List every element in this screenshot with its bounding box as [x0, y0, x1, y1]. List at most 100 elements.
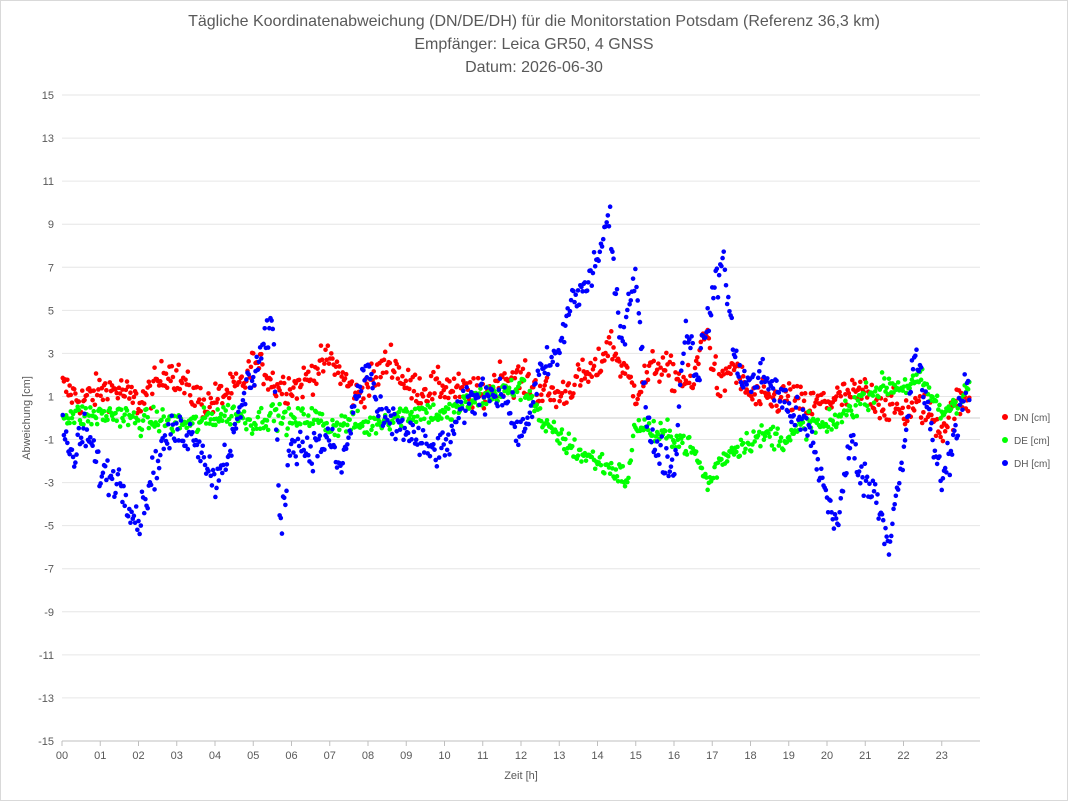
data-point — [197, 439, 202, 444]
data-point — [279, 391, 285, 397]
data-point — [617, 359, 622, 364]
data-point — [872, 409, 878, 415]
data-point — [319, 357, 325, 362]
data-point — [215, 407, 220, 412]
data-point — [367, 415, 373, 420]
data-point — [98, 393, 103, 399]
legend-marker — [1002, 414, 1008, 420]
data-point — [828, 498, 833, 503]
data-point — [373, 397, 379, 402]
data-point — [774, 403, 779, 409]
data-point — [643, 405, 648, 410]
data-point — [785, 409, 791, 414]
data-point — [635, 298, 640, 303]
data-point — [680, 360, 685, 366]
data-point — [712, 361, 717, 367]
data-point — [381, 357, 387, 363]
data-point — [393, 436, 398, 442]
data-point — [856, 385, 862, 391]
data-point — [759, 380, 764, 385]
data-point — [650, 427, 655, 432]
data-point — [732, 354, 738, 360]
data-point — [346, 435, 351, 440]
data-point — [726, 454, 731, 459]
data-point — [607, 471, 613, 477]
data-point — [267, 325, 272, 331]
data-point — [164, 385, 170, 391]
data-point — [563, 388, 568, 394]
data-point — [472, 411, 478, 416]
data-point — [776, 390, 782, 395]
data-point — [115, 395, 121, 401]
data-point — [135, 410, 140, 416]
data-point — [514, 389, 520, 395]
data-point — [536, 372, 542, 378]
data-point — [559, 427, 565, 432]
data-point — [771, 398, 777, 403]
data-point — [800, 407, 806, 412]
data-point — [420, 427, 426, 433]
data-point — [452, 394, 458, 400]
data-point — [385, 417, 390, 423]
data-point — [536, 398, 542, 404]
data-point — [322, 447, 327, 452]
data-point — [265, 345, 271, 350]
x-tick-label: 03 — [171, 750, 183, 762]
data-point — [180, 438, 186, 444]
data-point — [318, 418, 324, 424]
data-point — [198, 458, 203, 464]
data-point — [268, 410, 273, 416]
data-point — [489, 387, 495, 393]
data-point — [786, 401, 792, 406]
data-point — [759, 423, 764, 428]
data-point — [838, 393, 844, 399]
data-point — [563, 436, 568, 442]
data-point — [668, 434, 674, 439]
data-point — [767, 394, 772, 399]
data-point — [576, 367, 582, 372]
data-point — [419, 440, 425, 446]
data-point — [371, 381, 377, 386]
data-point — [559, 391, 565, 396]
data-point — [674, 451, 679, 457]
data-point — [821, 390, 826, 396]
data-point — [602, 471, 607, 476]
data-point — [209, 411, 215, 417]
data-point — [891, 506, 896, 512]
data-point — [366, 393, 372, 398]
data-point — [863, 380, 869, 385]
data-point — [154, 475, 160, 481]
data-point — [104, 413, 109, 419]
data-point — [477, 402, 482, 408]
data-point — [738, 437, 744, 443]
data-point — [638, 389, 644, 395]
data-point — [261, 381, 266, 387]
data-point — [527, 410, 533, 416]
data-point — [279, 531, 285, 536]
x-tick-label: 13 — [553, 750, 565, 762]
data-point — [894, 401, 900, 407]
data-point — [219, 401, 225, 406]
data-point — [840, 489, 846, 494]
data-point — [835, 385, 840, 390]
data-point — [833, 394, 839, 399]
data-point — [207, 404, 212, 410]
data-point — [918, 377, 924, 383]
data-point — [735, 444, 740, 450]
data-point — [356, 393, 362, 399]
data-point — [258, 405, 264, 411]
data-point — [888, 393, 894, 398]
data-point — [182, 390, 187, 396]
data-point — [123, 387, 129, 393]
data-point — [324, 420, 329, 426]
data-point — [793, 405, 799, 410]
data-point — [210, 467, 216, 473]
data-point — [76, 399, 82, 404]
data-point — [145, 414, 150, 420]
data-point — [109, 476, 115, 482]
data-point — [254, 354, 259, 360]
data-point — [129, 509, 134, 515]
data-point — [575, 288, 581, 293]
data-point — [412, 372, 418, 378]
